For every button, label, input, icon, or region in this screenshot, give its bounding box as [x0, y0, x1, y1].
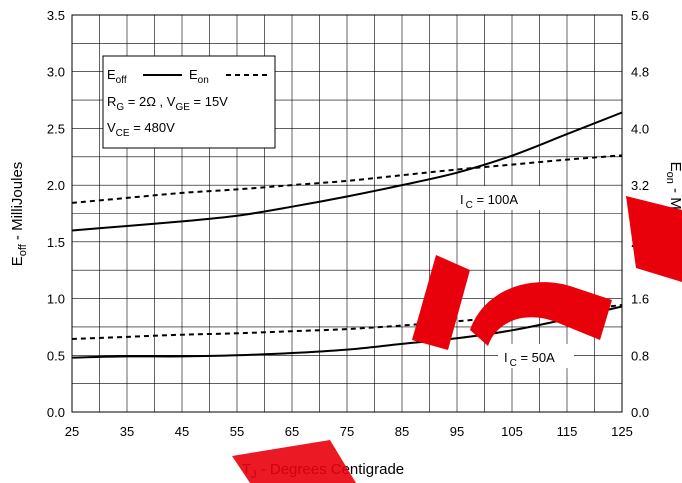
series-eon-ic-100a: [71, 154, 623, 204]
x-tick-label: 65: [285, 424, 299, 439]
x-tick-label: 35: [120, 424, 134, 439]
y-left-tick-label: 1.0: [47, 292, 65, 307]
y-right-tick-label: 0.0: [631, 405, 649, 420]
legend-conditions-line2: VCE = 480V: [107, 120, 175, 139]
series-eoff-ic-50a: [71, 305, 623, 359]
legend-eon-label: Eon: [189, 67, 209, 86]
watermark: [232, 196, 682, 483]
y-left-tick-label: 0.5: [47, 348, 65, 363]
y-right-tick-label: 4.8: [631, 65, 649, 80]
x-tick-label: 125: [611, 424, 633, 439]
series-eoff-ic-100a: [71, 111, 623, 232]
y-left-tick-label: 2.0: [47, 178, 65, 193]
watermark-stroke-d: [232, 440, 356, 483]
watermark-stroke-a: [412, 255, 470, 350]
legend-eoff-label: Eoff: [107, 67, 127, 86]
y-left-tick-label: 1.5: [47, 235, 65, 250]
y-left-tick-label: 3.0: [47, 65, 65, 80]
x-tick-label: 95: [450, 424, 464, 439]
annotation-ic-50a-bg: [498, 344, 574, 368]
series-group: [71, 111, 623, 359]
y-left-tick-label: 3.5: [47, 8, 65, 23]
y-right-tick-label: 1.6: [631, 292, 649, 307]
y-right-tick-label: 0.8: [631, 348, 649, 363]
annotation-ic-100a-bg: [456, 186, 544, 210]
legend: Eoff Eon RG = 2Ω , VGE = 15V VCE = 480V: [102, 55, 276, 149]
y-left-tick-label: 2.5: [47, 121, 65, 136]
watermark-stroke-c: [626, 196, 682, 282]
x-tick-label: 55: [230, 424, 244, 439]
x-tick-label: 105: [501, 424, 523, 439]
y-right-tick-label: 4.0: [631, 121, 649, 136]
x-tick-label: 115: [557, 424, 578, 439]
watermark-stroke-b: [470, 282, 612, 346]
y-axis-left-title: Eoff - MilliJoules: [9, 162, 29, 267]
legend-conditions-line1: RG = 2Ω , VGE = 15V: [107, 94, 228, 113]
plot-frame: [71, 14, 623, 413]
x-tick-label: 45: [175, 424, 189, 439]
y-left-tick-label: 0.0: [47, 405, 65, 420]
x-tick-label: 75: [340, 424, 354, 439]
series-eon-ic-50a: [71, 304, 623, 340]
legend-box: [102, 55, 276, 149]
y-right-tick-label: 3.2: [631, 178, 649, 193]
y-right-tick-label: 5.6: [631, 8, 649, 23]
x-tick-label: 85: [395, 424, 409, 439]
x-tick-label: 25: [65, 424, 79, 439]
